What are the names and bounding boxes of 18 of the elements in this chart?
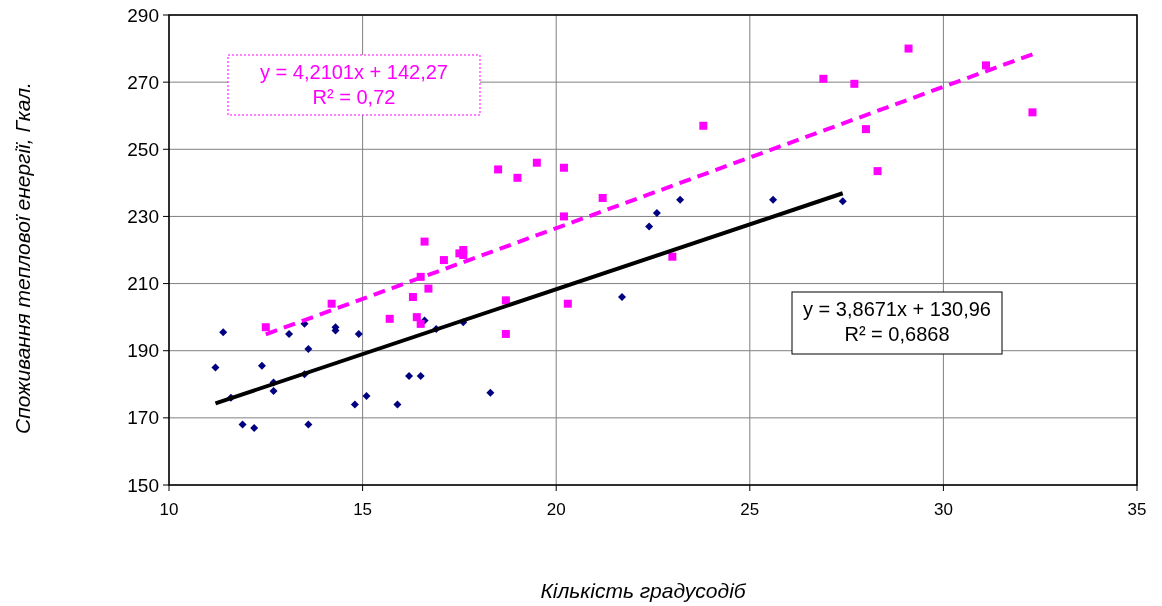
x-tick-label: 25	[740, 500, 760, 519]
x-tick-label: 30	[933, 500, 953, 519]
y-tick-label: 270	[127, 71, 159, 93]
y-tick-label: 230	[127, 205, 159, 227]
y-tick-label: 190	[127, 340, 159, 362]
x-tick-label: 15	[353, 500, 373, 519]
y-tick-label: 210	[127, 273, 159, 295]
y-axis-title: Споживання теплової енергії, Гкал.	[11, 82, 34, 434]
x-tick-label: 35	[1127, 500, 1147, 519]
y-tick-label: 290	[127, 4, 159, 26]
y-tick-label: 170	[127, 407, 159, 429]
annotation: y = 3,8671x + 130,96 R² = 0,6868	[803, 298, 991, 345]
annotation: y = 4,2101x + 142,27 R² = 0,72	[260, 61, 448, 108]
x-axis-title: Кількість градусодіб	[540, 579, 747, 602]
x-tick-label: 10	[159, 500, 179, 519]
y-tick-label: 150	[127, 474, 159, 496]
y-tick-label: 250	[127, 138, 159, 160]
x-tick-label: 20	[546, 500, 566, 519]
